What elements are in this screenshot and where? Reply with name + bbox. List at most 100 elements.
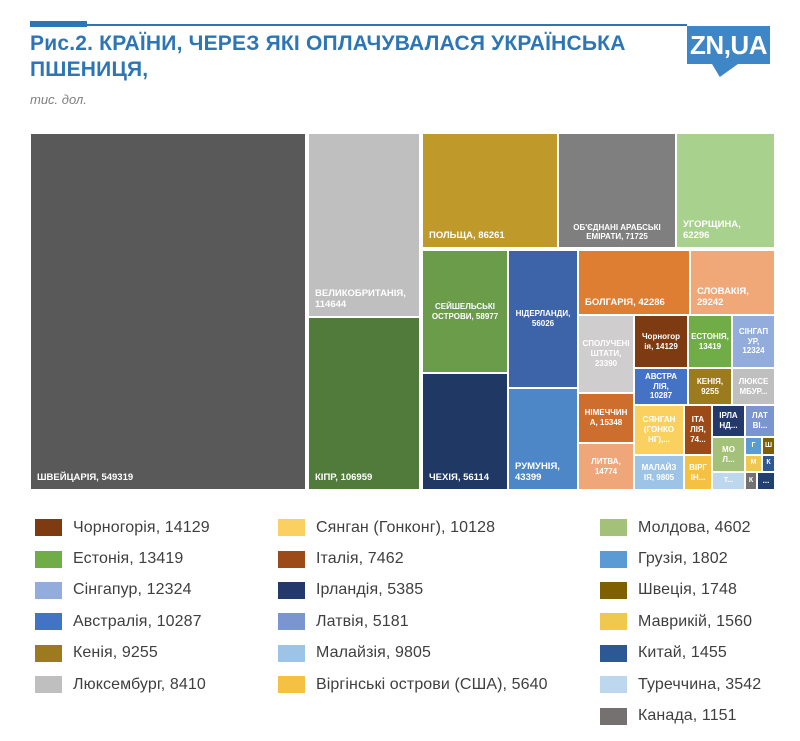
legend-item-georgia: Грузія, 1802 [600,543,761,574]
treemap-label-canada: К [748,476,754,484]
legend-swatch-ireland [278,581,305,599]
znua-logo-text: ZN,UA [690,29,767,60]
legend-item-montenegro: Чорногорія, 14129 [35,512,210,543]
legend-swatch-virgin-islands [278,676,305,694]
treemap-block-bulgaria: БОЛГАРІЯ, 42286 [578,250,690,315]
legend-item-italy: Італія, 7462 [278,543,548,574]
legend-swatch-luxembourg [35,676,62,694]
legend-swatch-malaysia [278,644,305,662]
treemap-label-montenegro: Чорногор ія, 14129 [641,331,681,351]
legend-label-moldova: Молдова, 4602 [638,518,751,536]
legend-item-australia: Австралія, 10287 [35,606,210,637]
legend-label-malaysia: Малайзія, 9805 [316,644,432,662]
treemap-block-uae: ОБ'ЄДНАНІ АРАБСЬКІ ЕМІРАТИ, 71725 [558,133,676,248]
treemap-label-usa: СПОЛУЧЕНІ ШТАТИ, 23390 [582,339,630,368]
legend-item-luxembourg: Люксембург, 8410 [35,669,210,700]
legend-label-turkey: Туреччина, 3542 [638,675,762,693]
legend-swatch-moldova [600,519,627,537]
treemap-block-latvia: ЛАТ ВІ... [745,405,775,437]
treemap-block-hongkong: СЯНГАН (ГОНКО НГ),... [634,405,684,455]
legend-swatch-turkey [600,676,627,694]
legend-item-mauritius: Маврикій, 1560 [600,606,761,637]
legend-item-malaysia: Малайзія, 9805 [278,638,548,669]
treemap-label-hungary: УГОРЩИНА, 62296 [683,218,741,242]
legend-label-estonia: Естонія, 13419 [73,550,184,568]
treemap-label-singapore: СІНГАП УР, 12324 [738,326,769,356]
legend-label-hongkong: Сянган (Гонконг), 10128 [316,518,496,536]
legend-label-australia: Австралія, 10287 [73,612,202,630]
treemap-label-georgia: Г [751,441,756,449]
legend-label-mauritius: Маврикій, 1560 [638,612,753,630]
treemap-block-moldova: МО Л... [712,437,745,472]
legend-item-hongkong: Сянган (Гонконг), 10128 [278,512,548,543]
legend-item-sweden: Швеція, 1748 [600,575,761,606]
treemap-block-romania: РУМУНІЯ, 43399 [508,388,578,490]
legend-swatch-montenegro [35,519,62,537]
treemap-label-latvia: ЛАТ ВІ... [752,411,768,430]
legend-label-luxembourg: Люксембург, 8410 [73,675,206,693]
treemap-label-poland: ПОЛЬЩА, 86261 [429,230,505,242]
treemap-block-singapore: СІНГАП УР, 12324 [732,315,775,368]
legend-label-italy: Італія, 7462 [316,550,404,568]
legend-swatch-canada [600,707,627,725]
treemap-label-moldova: МО Л... [722,444,735,464]
legend-label-ireland: Ірландія, 5385 [316,581,424,599]
legend-label-virgin-islands: Віргінські острови (США), 5640 [316,675,548,693]
treemap-label-germany: НІМЕЧЧИН А, 15348 [584,408,628,427]
legend-label-canada: Канада, 1151 [638,707,737,725]
treemap-block-sweden: Ш [762,437,775,455]
treemap-label-mauritius: М [750,459,757,467]
treemap-block-usa: СПОЛУЧЕНІ ШТАТИ, 23390 [578,315,634,393]
treemap-block-czechia: ЧЕХІЯ, 56114 [422,373,508,490]
treemap-label-virgin-islands: ВІРГ ІН... [689,462,707,482]
treemap-block-ireland: ІРЛА НД... [712,405,745,437]
legend-label-kenya: Кенія, 9255 [73,644,158,662]
treemap-block-montenegro: Чорногор ія, 14129 [634,315,688,368]
treemap-label-others: ... [762,476,770,486]
legend-item-moldova: Молдова, 4602 [600,512,761,543]
treemap-block-seychelles: СЕЙШЕЛЬСЬКІ ОСТРОВИ, 58977 [422,250,508,373]
treemap-block-estonia: ЕСТОНІЯ, 13419 [688,315,732,368]
legend-label-china: Китай, 1455 [638,644,727,662]
treemap-block-others: ... [757,472,775,490]
treemap-block-netherlands: НІДЕРЛАНДИ, 56026 [508,250,578,388]
treemap-block-australia: АВСТРА ЛІЯ, 10287 [634,368,688,405]
treemap-block-virgin-islands: ВІРГ ІН... [684,455,712,490]
treemap-label-luxembourg: ЛЮКСЕ МБУР... [738,376,769,396]
treemap-block-malaysia: МАЛАЙЗ ІЯ, 9805 [634,455,684,490]
treemap-label-romania: РУМУНІЯ, 43399 [515,460,560,484]
treemap-block-kenya: КЕНІЯ, 9255 [688,368,732,405]
legend-item-latvia: Латвія, 5181 [278,606,548,637]
treemap-label-estonia: ЕСТОНІЯ, 13419 [691,331,729,351]
treemap-label-uk: ВЕЛИКОБРИТАНІЯ, 114644 [315,287,406,311]
treemap-label-lithuania: ЛИТВА, 14774 [591,456,621,476]
legend-item-kenya: Кенія, 9255 [35,638,210,669]
znua-logo-tail-icon [712,64,738,77]
treemap-block-china: К [762,455,775,472]
treemap-label-netherlands: НІДЕРЛАНДИ, 56026 [515,309,571,328]
treemap-label-switzerland: ШВЕЙЦАРІЯ, 549319 [37,472,134,484]
treemap-label-sweden: Ш [764,441,773,449]
treemap-label-malaysia: МАЛАЙЗ ІЯ, 9805 [641,462,677,482]
legend-swatch-china [600,644,627,662]
treemap-block-uk: ВЕЛИКОБРИТАНІЯ, 114644 [308,133,420,317]
treemap-chart: ШВЕЙЦАРІЯ, 549319 ВЕЛИКОБРИТАНІЯ, 114644 К… [30,133,775,490]
legend-swatch-georgia [600,550,627,568]
legend-item-china: Китай, 1455 [600,638,761,669]
treemap-label-italy: ІТА ЛІЯ, 74... [690,415,706,444]
treemap-block-slovakia: СЛОВАКІЯ, 29242 [690,250,775,315]
treemap-block-turkey: Т... [712,472,745,490]
units-label: тис. дол. [30,92,87,107]
legend-item-estonia: Естонія, 13419 [35,543,210,574]
treemap-block-mauritius: М [745,455,762,472]
legend-swatch-singapore [35,581,62,599]
header-rule-thin [30,24,687,26]
treemap-label-kenya: КЕНІЯ, 9255 [696,376,724,396]
treemap-block-italy: ІТА ЛІЯ, 74... [684,405,712,455]
treemap-label-australia: АВСТРА ЛІЯ, 10287 [644,371,678,401]
treemap-block-switzerland: ШВЕЙЦАРІЯ, 549319 [30,133,306,490]
treemap-label-hongkong: СЯНГАН (ГОНКО НГ),... [642,415,676,444]
treemap-block-luxembourg: ЛЮКСЕ МБУР... [732,368,775,405]
legend-swatch-australia [35,613,62,631]
treemap-label-cyprus: КІПР, 106959 [315,472,373,484]
